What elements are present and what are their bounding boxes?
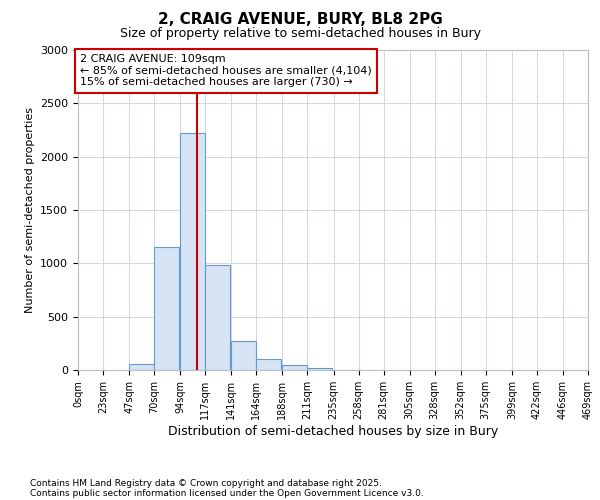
Bar bbox=[180, 133, 205, 370]
Bar bbox=[256, 360, 281, 370]
X-axis label: Distribution of semi-detached houses by size in Bury: Distribution of semi-detached houses by … bbox=[168, 424, 498, 438]
Text: 2 CRAIG AVENUE: 109sqm
← 85% of semi-detached houses are smaller (4,104)
15% of : 2 CRAIG AVENUE: 109sqm ← 85% of semi-det… bbox=[80, 54, 372, 88]
Bar bbox=[205, 266, 230, 370]
Y-axis label: Number of semi-detached properties: Number of semi-detached properties bbox=[25, 107, 35, 313]
Bar bbox=[232, 341, 256, 370]
Bar bbox=[154, 248, 179, 370]
Text: 2, CRAIG AVENUE, BURY, BL8 2PG: 2, CRAIG AVENUE, BURY, BL8 2PG bbox=[158, 12, 442, 28]
Text: Contains HM Land Registry data © Crown copyright and database right 2025.: Contains HM Land Registry data © Crown c… bbox=[30, 478, 382, 488]
Bar bbox=[129, 364, 154, 370]
Text: Size of property relative to semi-detached houses in Bury: Size of property relative to semi-detach… bbox=[119, 28, 481, 40]
Text: Contains public sector information licensed under the Open Government Licence v3: Contains public sector information licen… bbox=[30, 488, 424, 498]
Bar bbox=[307, 368, 332, 370]
Bar bbox=[283, 364, 307, 370]
